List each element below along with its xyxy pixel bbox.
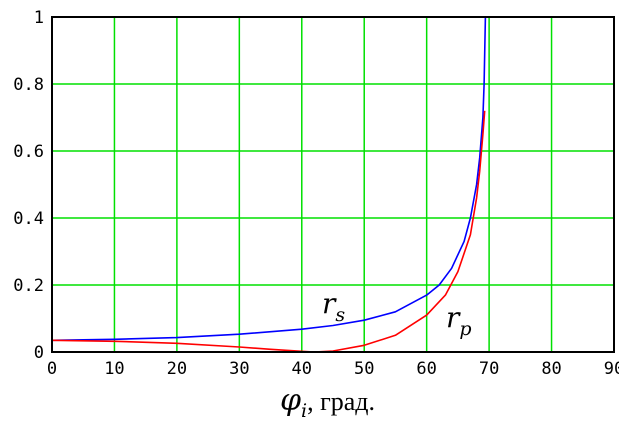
x-tick-label: 40 bbox=[292, 359, 312, 379]
x-tick-label: 60 bbox=[416, 359, 436, 379]
x-tick-labels: 0 10 20 30 40 50 60 70 80 90 bbox=[47, 359, 619, 379]
y-tick-label: 0.6 bbox=[13, 142, 44, 162]
x-tick-label: 10 bbox=[104, 359, 124, 379]
plot-frame bbox=[51, 16, 615, 353]
y-tick-label: 0.4 bbox=[13, 209, 44, 229]
x-tick-label: 90 bbox=[604, 359, 619, 379]
x-tick-label: 50 bbox=[354, 359, 374, 379]
x-tick-label: 80 bbox=[541, 359, 561, 379]
x-tick-label: 30 bbox=[229, 359, 249, 379]
y-tick-label: 0.2 bbox=[13, 276, 44, 296]
x-axis-label-subscript: i bbox=[301, 400, 307, 422]
y-tick-label: 0.8 bbox=[13, 75, 44, 95]
x-tick-label: 0 bbox=[47, 359, 57, 379]
rp-label-sub: p bbox=[459, 318, 471, 340]
rp-curve-label: rp bbox=[446, 301, 472, 340]
y-tick-label: 0 bbox=[34, 343, 44, 363]
rs-label-main: r bbox=[322, 287, 337, 320]
series-line-rs bbox=[51, 16, 614, 342]
series-line-rp bbox=[51, 110, 486, 353]
x-tick-label: 70 bbox=[479, 359, 499, 379]
x-tick-label: 20 bbox=[167, 359, 187, 379]
y-tick-labels: 0 0.2 0.4 0.6 0.8 1 bbox=[13, 8, 44, 363]
curves bbox=[51, 16, 614, 353]
x-axis-label-unit: , град. bbox=[307, 387, 375, 416]
y-tick-label: 1 bbox=[34, 8, 44, 28]
x-axis-label: φi, град. bbox=[280, 383, 375, 422]
rs-curve-label: rs bbox=[322, 287, 345, 326]
x-axis-label-symbol: φ bbox=[280, 383, 301, 418]
rp-label-main: r bbox=[446, 301, 461, 334]
rs-label-sub: s bbox=[335, 304, 345, 326]
